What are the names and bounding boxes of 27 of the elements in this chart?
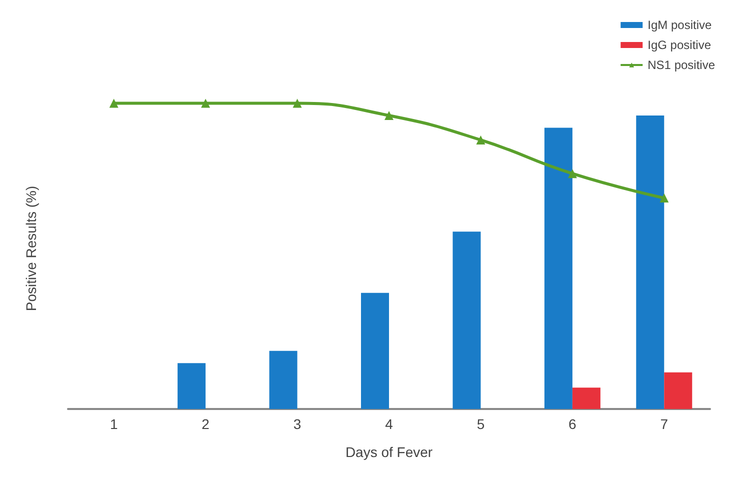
legend-label: IgM positive [648, 18, 712, 32]
point [568, 169, 577, 178]
bar [361, 292, 389, 409]
point [201, 98, 210, 108]
x-tick-label: 3 [293, 416, 302, 432]
point [476, 135, 486, 144]
x-tick-label: 6 [568, 416, 577, 432]
x-tick-label: 4 [385, 416, 394, 432]
x-tick-label: 1 [110, 416, 118, 432]
point [292, 98, 302, 108]
bar [636, 116, 664, 409]
point [109, 98, 118, 108]
bar [664, 372, 692, 409]
bar [269, 350, 298, 409]
x-tick-label: 7 [660, 416, 668, 432]
x-tick-label: 2 [202, 416, 210, 432]
x-tick-label: 5 [476, 416, 485, 432]
bar [572, 388, 600, 409]
bar [178, 363, 206, 409]
bar [452, 232, 481, 409]
y-axis-title: Positive Results (%) [23, 186, 39, 312]
x-axis-title: Days of Fever [345, 444, 433, 460]
point [660, 194, 669, 203]
legend-label: IgG positive [648, 38, 712, 52]
point [384, 111, 394, 120]
legend-label: NS1 positive [648, 58, 716, 72]
bar [544, 128, 572, 409]
